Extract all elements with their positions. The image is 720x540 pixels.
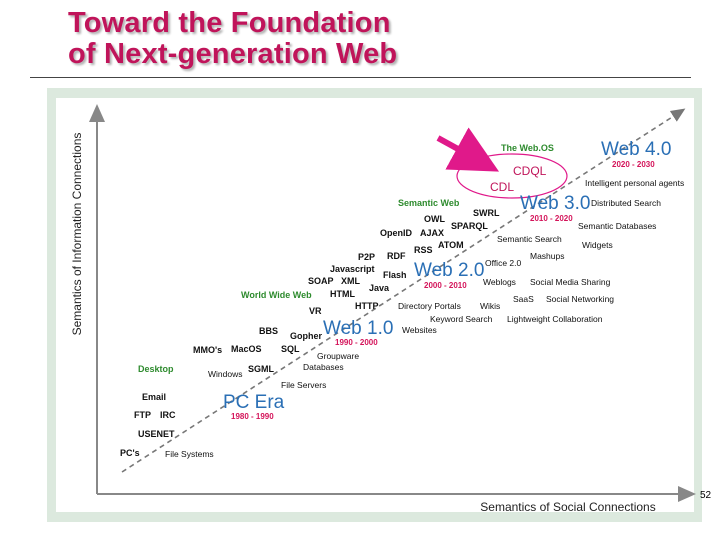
term-social-media-sharing: Social Media Sharing bbox=[530, 277, 611, 287]
term-sparql: SPARQL bbox=[451, 221, 488, 231]
term-p2p: P2P bbox=[358, 252, 375, 262]
term-distributed-search: Distributed Search bbox=[591, 198, 661, 208]
term-pcs: PC's bbox=[120, 448, 140, 458]
term-file-servers: File Servers bbox=[281, 380, 326, 390]
title-divider bbox=[30, 77, 691, 78]
term-windows: Windows bbox=[208, 369, 242, 379]
term-flash: Flash bbox=[383, 270, 407, 280]
term-intelligent-agents: Intelligent personal agents bbox=[585, 178, 684, 188]
category-www: World Wide Web bbox=[241, 290, 312, 300]
term-databases: Databases bbox=[303, 362, 344, 372]
term-groupware: Groupware bbox=[317, 351, 359, 361]
term-ftp: FTP bbox=[134, 410, 151, 420]
term-saas: SaaS bbox=[513, 294, 534, 304]
era-web4-years: 2020 - 2030 bbox=[612, 160, 655, 169]
term-sql: SQL bbox=[281, 344, 300, 354]
category-desktop: Desktop bbox=[138, 364, 174, 374]
term-swrl: SWRL bbox=[473, 208, 500, 218]
category-semantic-web: Semantic Web bbox=[398, 198, 460, 208]
term-directory-portals: Directory Portals bbox=[398, 301, 461, 311]
term-semantic-search: Semantic Search bbox=[497, 234, 562, 244]
slide-title: Toward the Foundation of Next-generation… bbox=[68, 8, 397, 70]
term-rdf: RDF bbox=[387, 251, 406, 261]
term-lightweight-collab: Lightweight Collaboration bbox=[507, 314, 603, 324]
term-bbs: BBS bbox=[259, 326, 278, 336]
era-web2-years: 2000 - 2010 bbox=[424, 281, 467, 290]
trend-diagonal bbox=[121, 108, 686, 473]
term-owl: OWL bbox=[424, 214, 445, 224]
title-line-1: Toward the Foundation bbox=[68, 7, 391, 39]
x-axis-label: Semantics of Social Connections bbox=[480, 500, 655, 514]
term-irc: IRC bbox=[160, 410, 176, 420]
term-mashups: Mashups bbox=[530, 251, 565, 261]
term-xml: XML bbox=[341, 276, 361, 286]
era-web1-years: 1990 - 2000 bbox=[335, 338, 378, 347]
callout-line-2: CDL bbox=[490, 180, 514, 194]
term-java: Java bbox=[369, 283, 390, 293]
title-line-2: of Next-generation Web bbox=[68, 38, 398, 70]
diagram-background bbox=[56, 98, 694, 512]
term-mmos: MMO's bbox=[193, 345, 222, 355]
term-javascript: Javascript bbox=[330, 264, 375, 274]
term-atom: ATOM bbox=[438, 240, 464, 250]
term-semantic-databases: Semantic Databases bbox=[578, 221, 656, 231]
term-weblogs: Weblogs bbox=[483, 277, 516, 287]
term-ajax: AJAX bbox=[420, 228, 444, 238]
era-web1-name: Web 1.0 bbox=[323, 318, 393, 339]
term-office20: Office 2.0 bbox=[485, 258, 521, 268]
era-pc-name: PC Era bbox=[223, 392, 285, 413]
term-http: HTTP bbox=[355, 301, 379, 311]
term-vr: VR bbox=[309, 306, 322, 316]
y-axis-label: Semantics of Information Connections bbox=[70, 133, 84, 336]
term-widgets: Widgets bbox=[582, 240, 613, 250]
term-soap: SOAP bbox=[308, 276, 334, 286]
term-html: HTML bbox=[330, 289, 355, 299]
term-usenet: USENET bbox=[138, 429, 175, 439]
term-gopher: Gopher bbox=[290, 331, 322, 341]
era-web4-name: Web 4.0 bbox=[601, 139, 671, 160]
term-sgml: SGML bbox=[248, 364, 275, 374]
era-web3-name: Web 3.0 bbox=[520, 193, 590, 214]
term-social-networking: Social Networking bbox=[546, 294, 614, 304]
term-wikis: Wikis bbox=[480, 301, 500, 311]
term-file-systems: File Systems bbox=[165, 449, 214, 459]
term-openid: OpenID bbox=[380, 228, 413, 238]
term-macos: MacOS bbox=[231, 344, 262, 354]
callout-line-1: CDQL bbox=[513, 164, 547, 178]
callout-arrow bbox=[436, 127, 500, 172]
era-web3-years: 2010 - 2020 bbox=[530, 214, 573, 223]
term-websites: Websites bbox=[402, 325, 437, 335]
term-keyword-search: Keyword Search bbox=[430, 314, 493, 324]
term-rss: RSS bbox=[414, 245, 433, 255]
category-web-os: The Web.OS bbox=[501, 143, 554, 153]
era-web2-name: Web 2.0 bbox=[414, 260, 484, 281]
callout-ellipse bbox=[456, 153, 568, 199]
era-pc-years: 1980 - 1990 bbox=[231, 412, 274, 421]
page-number: 52 bbox=[700, 490, 712, 501]
term-email: Email bbox=[142, 392, 166, 402]
